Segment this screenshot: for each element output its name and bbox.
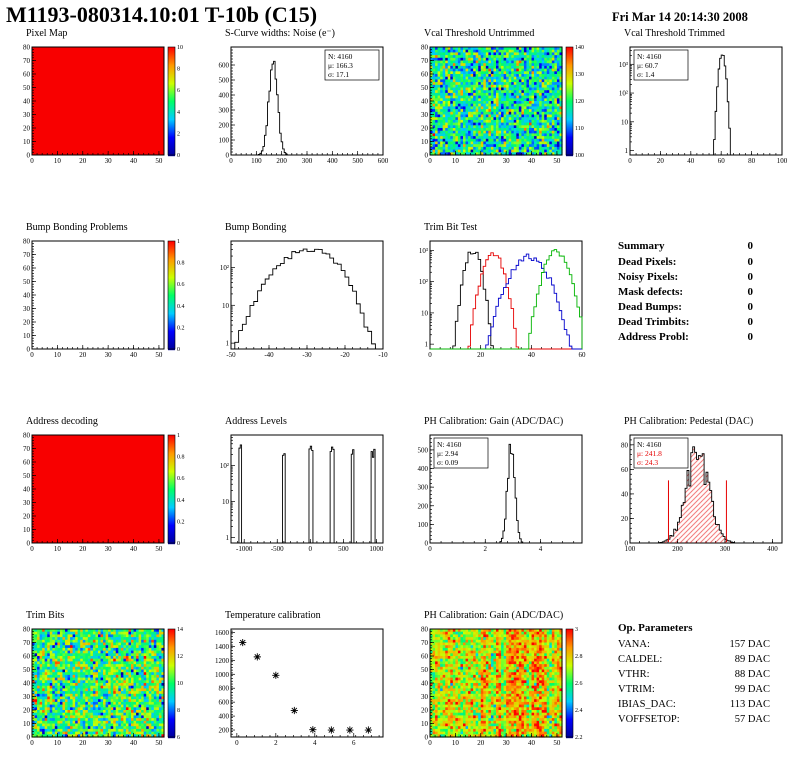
op-parameter-label: CALDEL: xyxy=(618,654,663,665)
summary-label: Noisy Pixels: xyxy=(618,271,679,283)
plot-address-decoding: Address decoding xyxy=(6,416,194,559)
plot-ph-pedestal: PH Calibration: Pedestal (DAC) xyxy=(604,416,792,559)
plot-bump-bonding-problems: Bump Bonding Problems xyxy=(6,222,194,365)
plot-bump-bonding: Bump Bonding xyxy=(205,222,393,365)
op-parameter-row: VTHR: 88 DAC xyxy=(618,667,770,682)
ph-gain-map-canvas xyxy=(404,623,592,753)
plot-title: Address decoding xyxy=(26,416,98,427)
scurve-noise-canvas xyxy=(205,41,393,171)
plot-address-levels: Address Levels xyxy=(205,416,393,559)
summary-row: Dead Bumps: 0 xyxy=(618,300,753,315)
op-parameter-row: CALDEL: 89 DAC xyxy=(618,652,770,667)
summary-value: 0 xyxy=(747,286,754,298)
plot-vcal-trimmed: Vcal Threshold Trimmed xyxy=(604,28,792,171)
summary-total: 0 xyxy=(747,240,754,252)
plot-title: Pixel Map xyxy=(26,28,68,39)
op-parameter-value: 57 DAC xyxy=(734,714,770,725)
summary-row: Noisy Pixels: 0 xyxy=(618,270,753,285)
plot-title: Address Levels xyxy=(225,416,287,427)
plot-scurve-noise: S-Curve widths: Noise (e⁻) xyxy=(205,28,393,171)
op-parameter-row: VOFFSETOP: 57 DAC xyxy=(618,712,770,727)
plot-pixel-map: Pixel Map xyxy=(6,28,194,171)
vcal-trimmed-canvas xyxy=(604,41,792,171)
summary-label: Dead Trimbits: xyxy=(618,316,690,328)
plot-trim-bits: Trim Bits xyxy=(6,610,194,753)
ph-pedestal-canvas xyxy=(604,429,792,559)
vcal-untrimmed-canvas xyxy=(404,41,592,171)
op-parameter-value: 88 DAC xyxy=(734,669,770,680)
ph-gain-hist-canvas xyxy=(404,429,592,559)
op-parameter-label: VTHR: xyxy=(618,669,650,680)
address-levels-canvas xyxy=(205,429,393,559)
plot-ph-gain-map: PH Calibration: Gain (ADC/DAC) xyxy=(404,610,592,753)
op-parameter-label: IBIAS_DAC: xyxy=(618,699,676,710)
summary-value: 0 xyxy=(747,331,754,343)
plot-trim-bit-test: Trim Bit Test xyxy=(404,222,592,365)
op-parameter-row: IBIAS_DAC: 113 DAC xyxy=(618,697,770,712)
plot-vcal-untrimmed: Vcal Threshold Untrimmed xyxy=(404,28,592,171)
summary-value: 0 xyxy=(747,271,754,283)
plot-title: S-Curve widths: Noise (e⁻) xyxy=(225,28,335,39)
summary-row: Dead Trimbits: 0 xyxy=(618,315,753,330)
op-parameter-label: VOFFSETOP: xyxy=(618,714,680,725)
summary-label: Address Probl: xyxy=(618,331,689,343)
plot-title: Bump Bonding Problems xyxy=(26,222,128,233)
summary-row: Mask defects: 0 xyxy=(618,285,753,300)
plot-title: PH Calibration: Pedestal (DAC) xyxy=(624,416,754,427)
plot-title: Vcal Threshold Untrimmed xyxy=(424,28,535,39)
op-parameters-title: Op. Parameters xyxy=(618,622,693,634)
op-parameter-value: 157 DAC xyxy=(729,639,770,650)
summary-label: Dead Bumps: xyxy=(618,301,682,313)
plot-title: PH Calibration: Gain (ADC/DAC) xyxy=(424,416,564,427)
summary-label: Dead Pixels: xyxy=(618,256,677,268)
op-parameter-label: VANA: xyxy=(618,639,650,650)
plot-ph-gain-hist: PH Calibration: Gain (ADC/DAC) xyxy=(404,416,592,559)
plot-temperature-calibration: Temperature calibration xyxy=(205,610,393,753)
plot-title: Trim Bit Test xyxy=(424,222,478,233)
plot-title: Temperature calibration xyxy=(225,610,321,621)
op-parameter-value: 99 DAC xyxy=(734,684,770,695)
op-parameter-label: VTRIM: xyxy=(618,684,655,695)
timestamp: Fri Mar 14 20:14:30 2008 xyxy=(612,10,748,24)
address-decoding-canvas xyxy=(6,429,194,559)
op-parameter-row: VTRIM: 99 DAC xyxy=(618,682,770,697)
bump-bonding-canvas xyxy=(205,235,393,365)
plot-title: Trim Bits xyxy=(26,610,65,621)
summary-panel: Summary 0 Dead Pixels: 0 Noisy Pixels: 0 M… xyxy=(618,240,753,345)
summary-title: Summary xyxy=(618,240,665,252)
summary-value: 0 xyxy=(747,301,754,313)
page-title: M1193-080314.10:01 T-10b (C15) xyxy=(6,2,318,27)
plot-title: PH Calibration: Gain (ADC/DAC) xyxy=(424,610,564,621)
bump-bonding-problems-canvas xyxy=(6,235,194,365)
op-parameter-value: 113 DAC xyxy=(729,699,770,710)
summary-row: Dead Pixels: 0 xyxy=(618,255,753,270)
trim-bits-canvas xyxy=(6,623,194,753)
plot-title: Bump Bonding xyxy=(225,222,287,233)
temperature-calibration-canvas xyxy=(205,623,393,753)
op-parameter-row: VANA: 157 DAC xyxy=(618,637,770,652)
pixel-map-canvas xyxy=(6,41,194,171)
plot-title: Vcal Threshold Trimmed xyxy=(624,28,725,39)
summary-value: 0 xyxy=(747,316,754,328)
summary-value: 0 xyxy=(747,256,754,268)
op-parameters-panel: Op. Parameters VANA: 157 DAC CALDEL: 89 DA… xyxy=(618,622,770,727)
trim-bit-test-canvas xyxy=(404,235,592,365)
summary-label: Mask defects: xyxy=(618,286,684,298)
op-parameter-value: 89 DAC xyxy=(734,654,770,665)
summary-row: Address Probl: 0 xyxy=(618,330,753,345)
